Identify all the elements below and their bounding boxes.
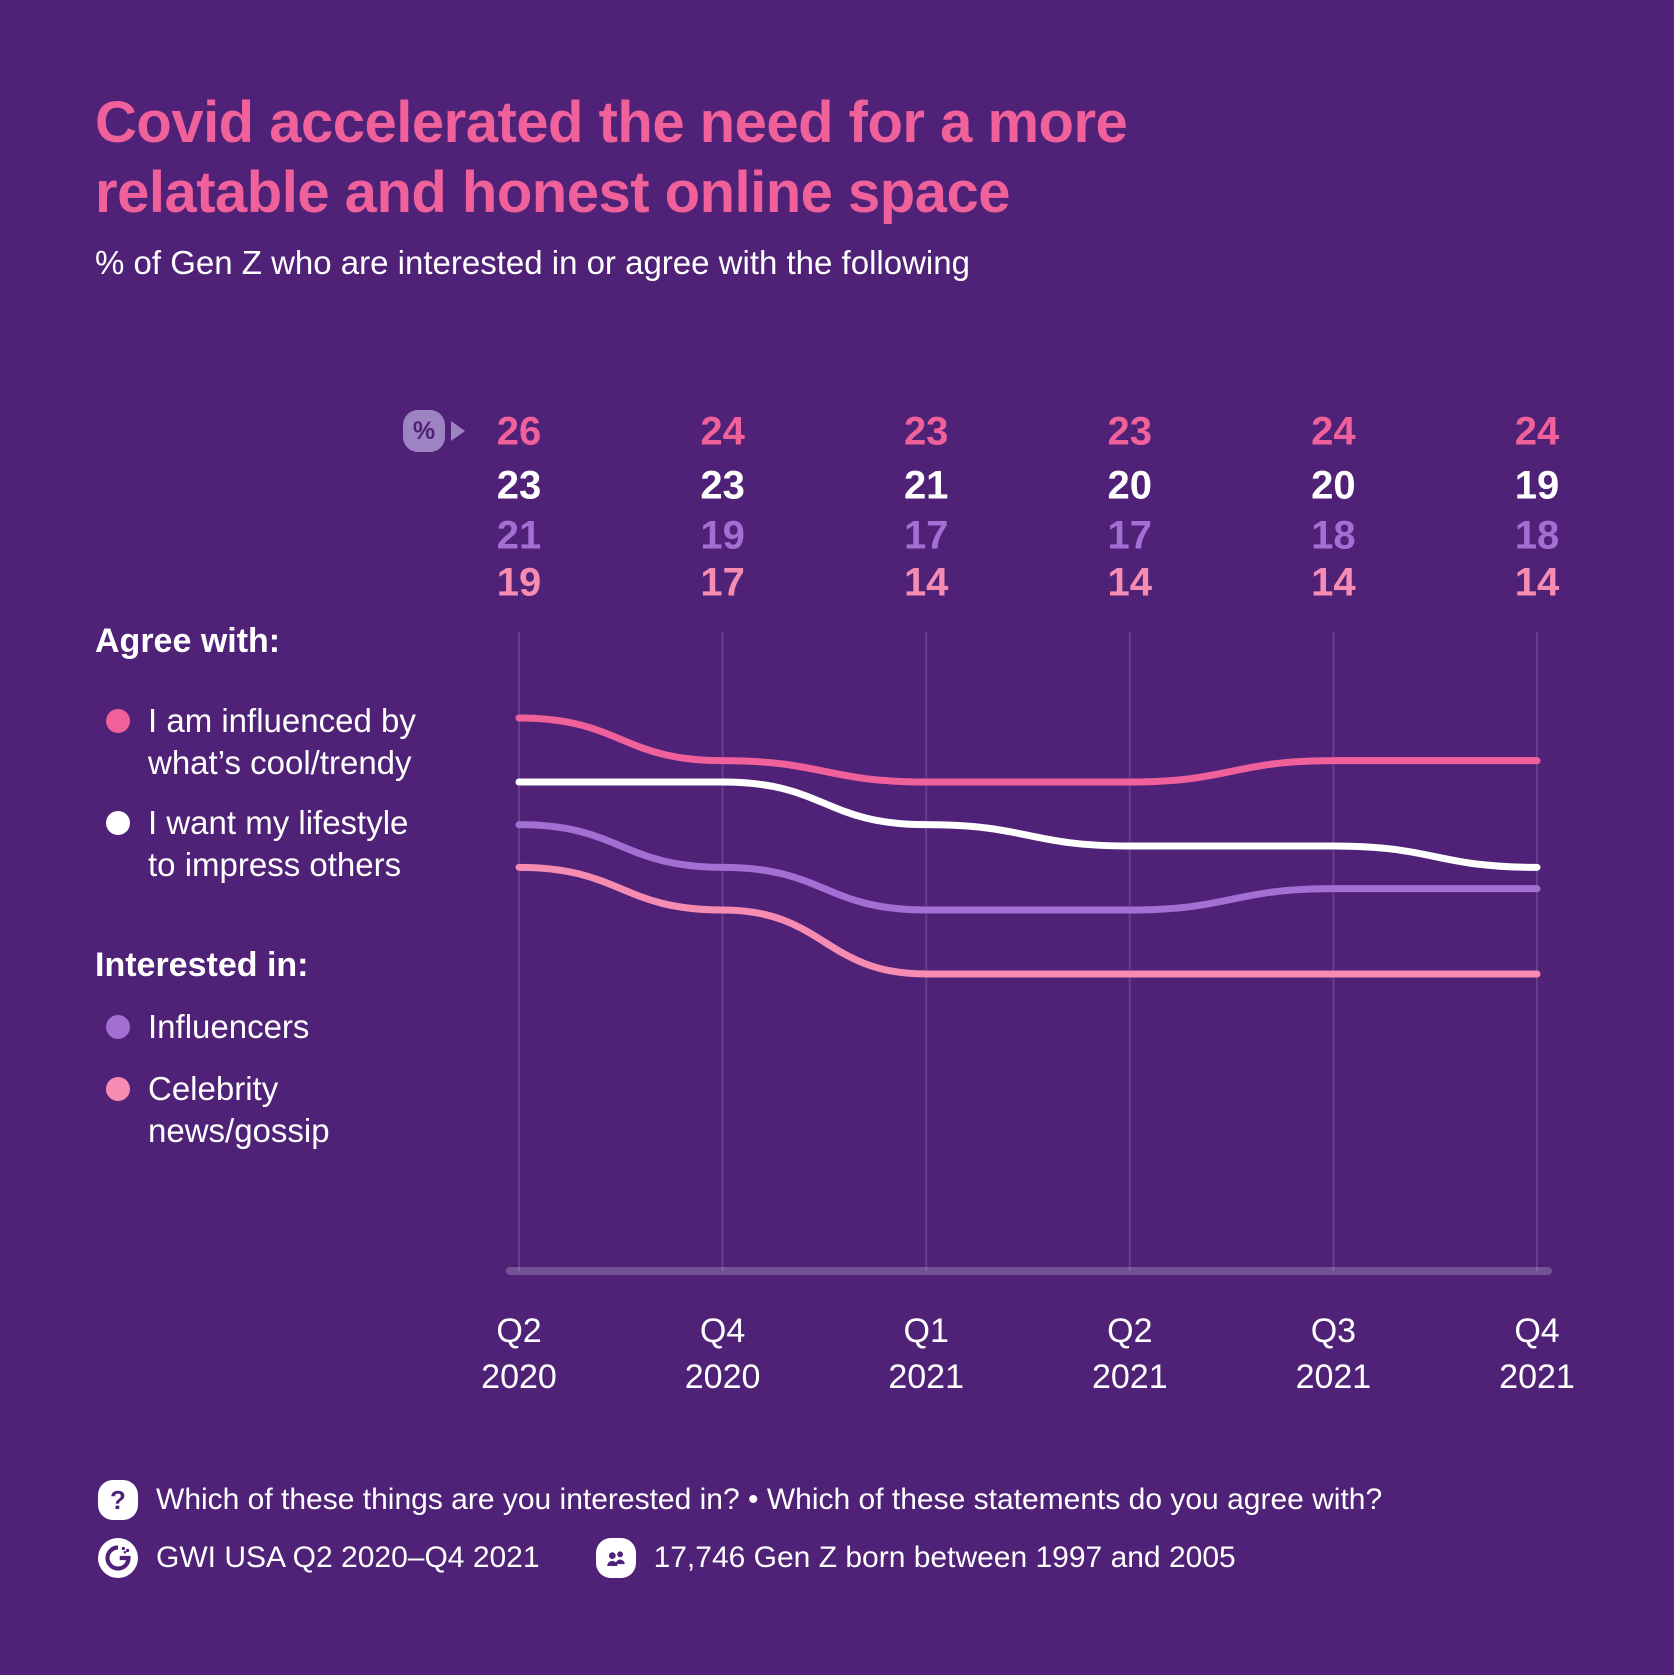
- legend-item-label: I want my lifestyle to impress others: [148, 804, 409, 883]
- value-label: 24: [1311, 409, 1356, 454]
- value-label: 19: [700, 513, 745, 558]
- value-label: 26: [496, 409, 542, 454]
- value-label: 17: [903, 513, 949, 558]
- value-label: 18: [1311, 513, 1356, 558]
- x-axis-label: Q4 2021: [1499, 1312, 1575, 1396]
- legend-item-label: I am influenced by what’s cool/trendy: [148, 702, 416, 781]
- value-label: 24: [700, 409, 745, 454]
- series-line: [515, 714, 1541, 786]
- value-label: 19: [496, 560, 542, 605]
- page-title-line-2: relatable and honest online space: [95, 160, 1010, 225]
- legend-item: I am influenced by what’s cool/trendy: [106, 700, 416, 784]
- legend-heading-agree: Agree with:: [95, 622, 281, 660]
- series-line: [515, 821, 1541, 914]
- value-label: 17: [1107, 513, 1153, 558]
- page-title: Covid accelerated the need for a more re…: [95, 88, 1455, 228]
- value-label: 17: [700, 560, 745, 605]
- question-icon: ?: [98, 1480, 138, 1520]
- question-text: Which of these things are you interested…: [156, 1483, 1383, 1516]
- value-label: 23: [496, 463, 542, 508]
- percent-badge-icon: %: [403, 410, 445, 452]
- legend-item-label: Celebrity news/gossip: [148, 1070, 330, 1149]
- value-label: 20: [1107, 463, 1153, 508]
- legend-item: Celebrity news/gossip: [106, 1068, 330, 1152]
- audience-icon: [595, 1538, 636, 1578]
- value-label: 14: [1107, 560, 1153, 605]
- sample-text: 17,746 Gen Z born between 1997 and 2005: [653, 1541, 1236, 1574]
- x-axis-label: Q3 2021: [1295, 1312, 1372, 1396]
- value-label: 23: [903, 409, 949, 454]
- value-label: 14: [903, 560, 949, 605]
- gwi-logo-icon: [98, 1538, 138, 1578]
- legend-group-interested: Influencers Celebrity news/gossip: [106, 1006, 330, 1172]
- series-line: [515, 778, 1541, 871]
- value-label: 24: [1514, 409, 1560, 454]
- value-label: 18: [1514, 513, 1560, 558]
- value-label: 21: [903, 463, 949, 508]
- legend-dot-icon: [106, 811, 130, 835]
- legend-item: I want my lifestyle to impress others: [106, 802, 416, 886]
- source-row: GWI USA Q2 2020–Q4 2021 17,746 Gen Z bor…: [98, 1538, 1236, 1578]
- x-axis-label: Q2 2021: [1091, 1312, 1168, 1396]
- x-axis-label: Q2 2020: [481, 1312, 557, 1396]
- legend-dot-icon: [106, 709, 130, 733]
- source-text: GWI USA Q2 2020–Q4 2021: [156, 1541, 540, 1574]
- value-label: 23: [700, 463, 745, 508]
- page-subtitle: % of Gen Z who are interested in or agre…: [95, 244, 970, 281]
- question-row: ? Which of these things are you interest…: [98, 1480, 1382, 1520]
- value-label: 20: [1311, 463, 1356, 508]
- page-title-line-1: Covid accelerated the need for a more: [95, 90, 1128, 155]
- value-label: 14: [1514, 560, 1560, 605]
- value-label: 23: [1107, 409, 1153, 454]
- series-line: [515, 863, 1541, 978]
- x-axis-label: Q1 2021: [888, 1312, 965, 1396]
- x-axis-label: Q4 2020: [684, 1312, 761, 1396]
- legend-item-label: Influencers: [148, 1008, 310, 1045]
- value-label: 19: [1514, 463, 1560, 508]
- arrow-right-icon: [451, 421, 465, 441]
- legend-dot-icon: [106, 1077, 130, 1101]
- legend-heading-interested: Interested in:: [95, 946, 309, 984]
- legend-dot-icon: [106, 1015, 130, 1039]
- legend-group-agree: I am influenced by what’s cool/trendy I wa…: [106, 700, 416, 904]
- value-label: 21: [496, 513, 542, 558]
- legend-item: Influencers: [106, 1006, 330, 1048]
- value-label: 14: [1311, 560, 1356, 605]
